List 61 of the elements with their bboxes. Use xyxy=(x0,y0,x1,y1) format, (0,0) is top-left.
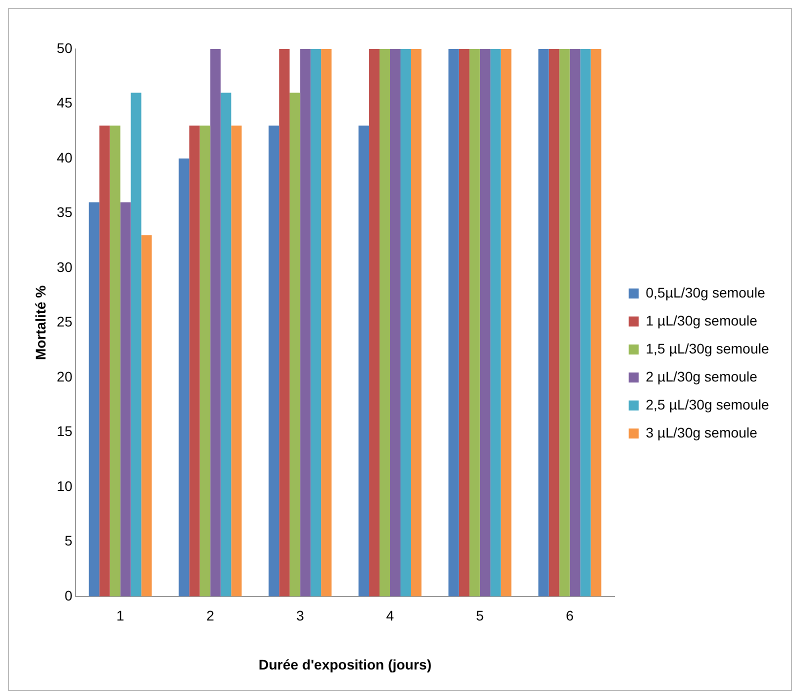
bar xyxy=(500,49,512,596)
x-tick-label: 6 xyxy=(566,608,574,624)
y-tick-label: 0 xyxy=(64,587,73,604)
y-tick-label: 35 xyxy=(56,204,73,220)
legend-label: 1 µL/30g semoule xyxy=(646,312,758,328)
x-tick-label: 1 xyxy=(116,608,124,624)
bar xyxy=(448,49,459,596)
legend-label: 0,5µL/30g semoule xyxy=(646,284,766,300)
legend-label: 2,5 µL/30g semoule xyxy=(646,396,770,412)
bar xyxy=(458,49,470,596)
bar xyxy=(358,126,370,596)
legend-label: 2 µL/30g semoule xyxy=(646,368,758,384)
bar xyxy=(189,126,200,596)
bar xyxy=(369,49,380,596)
legend-label: 3 µL/30g semoule xyxy=(646,424,758,440)
bar xyxy=(590,49,602,596)
y-tick-label: 50 xyxy=(56,40,73,56)
x-tick-label: 4 xyxy=(386,608,394,624)
bar xyxy=(321,49,332,596)
bar xyxy=(580,49,591,596)
y-tick-label: 30 xyxy=(56,258,73,275)
bar xyxy=(380,49,390,596)
bar xyxy=(480,49,490,596)
bar xyxy=(120,202,131,596)
bar xyxy=(231,126,242,596)
bar xyxy=(410,49,422,596)
x-tick-label: 5 xyxy=(476,608,484,624)
bar xyxy=(141,235,152,596)
y-axis-title: Mortalité % xyxy=(32,284,48,360)
x-axis-title: Durée d'exposition (jours) xyxy=(258,656,432,672)
bar xyxy=(400,49,411,596)
bar xyxy=(559,49,570,596)
bar xyxy=(200,126,210,596)
y-tick-label: 25 xyxy=(56,314,73,330)
bar xyxy=(268,126,280,596)
bar xyxy=(490,49,501,596)
bar xyxy=(88,202,100,596)
bar xyxy=(110,126,120,596)
bar xyxy=(220,92,232,596)
bar xyxy=(178,158,190,596)
bar xyxy=(130,92,142,596)
y-tick-label: 5 xyxy=(64,532,73,549)
bar xyxy=(290,92,300,596)
y-tick-label: 45 xyxy=(56,94,73,111)
bar xyxy=(99,126,110,596)
bar xyxy=(390,49,400,596)
bar xyxy=(310,49,322,596)
bar xyxy=(279,49,290,596)
x-tick-label: 3 xyxy=(296,608,304,624)
bar xyxy=(548,49,560,596)
bar xyxy=(538,49,549,596)
bar xyxy=(300,49,311,596)
legend-label: 1,5 µL/30g semoule xyxy=(646,340,770,356)
y-tick-label: 40 xyxy=(56,149,73,166)
bar xyxy=(469,49,480,596)
bar xyxy=(570,49,580,596)
y-tick-label: 15 xyxy=(56,423,73,440)
x-tick-label: 2 xyxy=(206,608,214,624)
bar xyxy=(210,49,221,596)
y-tick-label: 10 xyxy=(56,478,73,494)
y-tick-label: 20 xyxy=(56,368,73,384)
